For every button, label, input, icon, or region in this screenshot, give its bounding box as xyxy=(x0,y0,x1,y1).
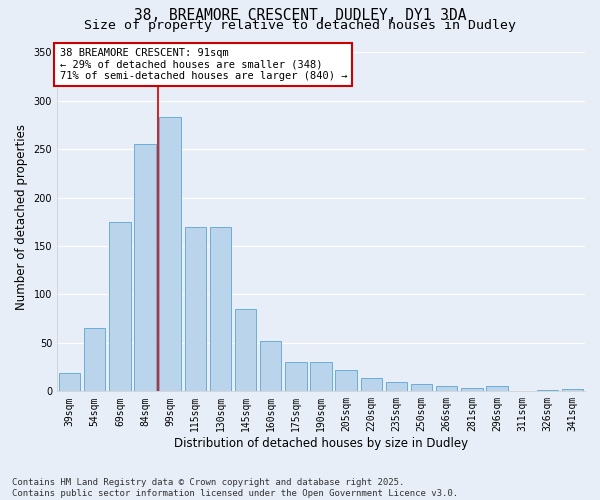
Bar xyxy=(487,386,508,392)
Bar xyxy=(411,384,432,392)
Bar xyxy=(109,222,131,392)
Bar xyxy=(134,144,156,392)
Text: 38 BREAMORE CRESCENT: 91sqm
← 29% of detached houses are smaller (348)
71% of se: 38 BREAMORE CRESCENT: 91sqm ← 29% of det… xyxy=(59,48,347,81)
Text: 38, BREAMORE CRESCENT, DUDLEY, DY1 3DA: 38, BREAMORE CRESCENT, DUDLEY, DY1 3DA xyxy=(134,8,466,22)
Bar xyxy=(386,382,407,392)
Bar xyxy=(536,390,558,392)
Text: Contains HM Land Registry data © Crown copyright and database right 2025.
Contai: Contains HM Land Registry data © Crown c… xyxy=(12,478,458,498)
Bar xyxy=(210,226,231,392)
Bar xyxy=(160,117,181,392)
Bar xyxy=(361,378,382,392)
Bar xyxy=(235,309,256,392)
Bar xyxy=(436,386,457,392)
Bar xyxy=(335,370,357,392)
Bar xyxy=(562,390,583,392)
Bar xyxy=(84,328,106,392)
Bar xyxy=(461,388,482,392)
Y-axis label: Number of detached properties: Number of detached properties xyxy=(15,124,28,310)
Bar xyxy=(59,373,80,392)
X-axis label: Distribution of detached houses by size in Dudley: Distribution of detached houses by size … xyxy=(174,437,468,450)
Bar xyxy=(285,362,307,392)
Bar xyxy=(185,226,206,392)
Bar xyxy=(260,341,281,392)
Text: Size of property relative to detached houses in Dudley: Size of property relative to detached ho… xyxy=(84,18,516,32)
Bar xyxy=(310,362,332,392)
